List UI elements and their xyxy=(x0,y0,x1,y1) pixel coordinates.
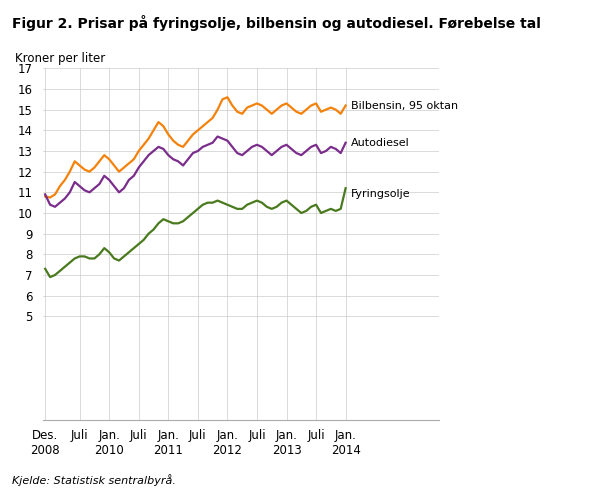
Text: Autodiesel: Autodiesel xyxy=(351,138,409,148)
Text: Kjelde: Statistisk sentralbyrå.: Kjelde: Statistisk sentralbyrå. xyxy=(12,474,176,486)
Text: Fyringsolje: Fyringsolje xyxy=(351,189,410,200)
Text: Figur 2. Prisar på fyringsolje, bilbensin og autodiesel. Førebelse tal: Figur 2. Prisar på fyringsolje, bilbensi… xyxy=(12,15,541,31)
Text: Kroner per liter: Kroner per liter xyxy=(15,52,105,65)
Text: Bilbensin, 95 oktan: Bilbensin, 95 oktan xyxy=(351,101,458,110)
